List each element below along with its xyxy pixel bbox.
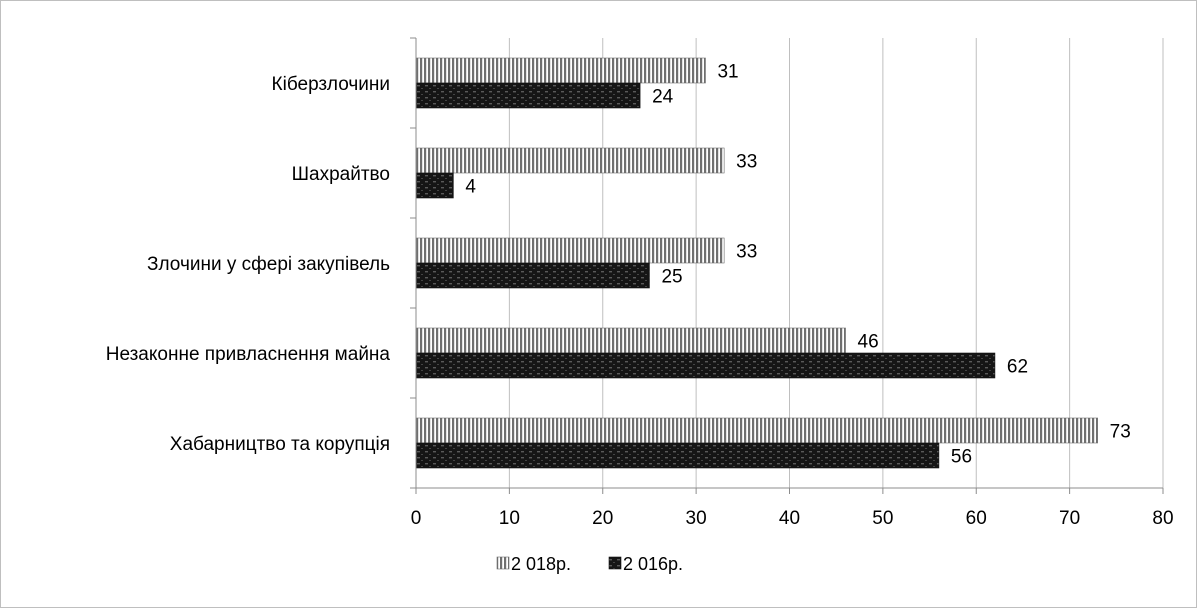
- bar-series2: [415, 262, 650, 289]
- bar-series1: [415, 327, 846, 354]
- x-tick-label: 0: [411, 508, 422, 529]
- x-tick-label: 50: [872, 508, 893, 529]
- legend: 2 018р. 2 016р.: [496, 554, 683, 574]
- legend-swatch: [496, 556, 510, 570]
- bar-series1: [415, 417, 1098, 444]
- x-tick-label: 30: [686, 508, 707, 529]
- category-label: Шахрайтво: [292, 164, 390, 185]
- x-tick-label: 40: [779, 508, 800, 529]
- x-tick-label: 60: [966, 508, 987, 529]
- x-tick-label: 10: [499, 508, 520, 529]
- legend-swatch: [608, 556, 622, 570]
- bar-series2: [415, 352, 996, 379]
- data-label: 33: [736, 242, 757, 263]
- data-labels: 31 24 33 4 33 25 46 62 73 56: [465, 62, 1130, 468]
- bar-series1: [415, 57, 706, 84]
- category-label: Кіберзлочини: [272, 74, 390, 95]
- category-label: Хабарництво та корупція: [170, 434, 390, 455]
- bar-series2: [415, 82, 641, 109]
- category-labels: Кіберзлочини Шахрайтво Злочини у сфері зак…: [106, 74, 391, 455]
- bars: [415, 57, 1098, 469]
- gridlines: [508, 38, 1164, 488]
- category-label: Незаконне привласнення майна: [106, 344, 391, 365]
- data-label: 25: [661, 267, 682, 288]
- bar-series1: [415, 147, 725, 174]
- x-tick-label: 80: [1152, 508, 1173, 529]
- legend-label: 2 018р.: [511, 554, 571, 574]
- x-tick-labels: 0 10 20 30 40 50 60 70 80: [411, 508, 1174, 529]
- legend-label: 2 016р.: [623, 554, 683, 574]
- category-label: Злочини у сфері закупівель: [147, 254, 390, 275]
- x-tick-label: 70: [1059, 508, 1080, 529]
- data-label: 62: [1007, 357, 1028, 378]
- data-label: 31: [717, 62, 738, 83]
- data-label: 56: [951, 447, 972, 468]
- data-label: 33: [736, 152, 757, 173]
- data-label: 46: [858, 332, 879, 353]
- bar-series2: [415, 442, 940, 469]
- x-tick-label: 20: [592, 508, 613, 529]
- data-label: 4: [465, 177, 476, 198]
- data-label: 24: [652, 87, 674, 108]
- data-label: 73: [1110, 422, 1131, 443]
- axes: [410, 37, 1164, 494]
- bar-series2: [415, 172, 454, 199]
- bar-series1: [415, 237, 725, 264]
